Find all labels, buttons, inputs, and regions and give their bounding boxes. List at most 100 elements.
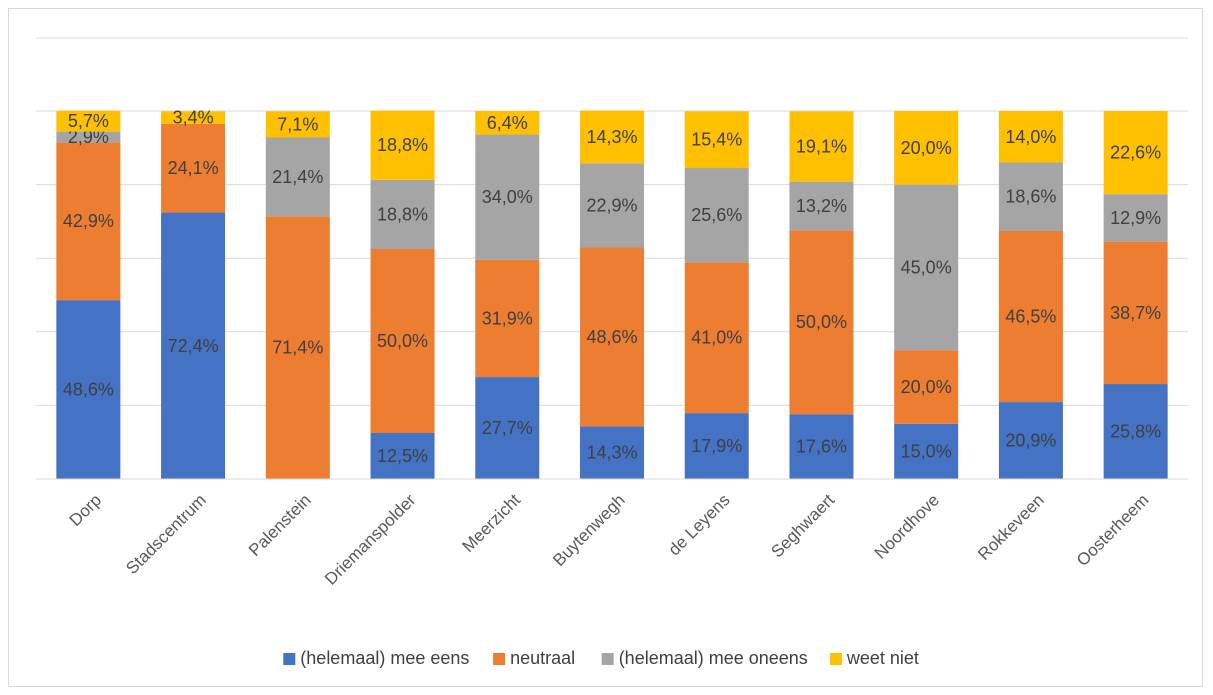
data-label: 14,3% [586,127,637,147]
data-label: 50,0% [377,331,428,351]
data-label: 3,4% [173,108,214,128]
data-label: 48,6% [63,380,114,400]
bar-segment [370,433,435,479]
data-label: 13,2% [796,196,847,216]
legend-label: neutraal [510,648,575,668]
bar-segment [998,402,1063,479]
bar-segment [894,423,959,479]
bar-segment [265,137,330,217]
bar-segment [580,247,644,427]
data-label: 71,4% [272,338,323,358]
data-label: 25,6% [691,205,742,225]
data-label: 17,9% [691,436,742,456]
legend-label: (helemaal) mee oneens [619,648,808,668]
data-label: 27,7% [482,418,533,438]
data-label: 15,4% [691,130,742,150]
data-label: 5,7% [68,111,109,131]
category-label: de Leyens [665,490,734,559]
category-label: Rokkeveen [974,490,1048,564]
data-label: 17,6% [796,437,847,457]
bar-segment [684,168,749,263]
bar-segment [56,110,121,132]
data-label: 41,0% [691,328,742,348]
legend-swatch [493,653,506,665]
category-label: Stadscentrum [122,490,210,578]
data-label: 20,0% [901,138,952,158]
bar-segment [684,262,749,414]
category-label: Dorp [66,490,105,529]
category-label: Noordhove [871,490,943,562]
bar-segment [475,259,540,378]
data-label: 25,8% [1110,422,1161,442]
bar-segment [370,179,435,249]
bar-segment [370,249,435,433]
bar-segment [265,111,330,138]
category-label: Seghwaert [767,490,838,561]
bar-segment [894,184,959,351]
bar-segment [475,134,540,260]
category-label: Meerzicht [459,490,525,556]
bar-segment [161,212,226,479]
bar-segment [56,300,121,479]
legend-swatch [283,653,296,665]
bar-segment [161,123,226,213]
data-label: 14,3% [586,443,637,463]
bar-segment [161,111,226,124]
bar-segment [56,131,121,143]
legend-label: weet niet [846,648,919,668]
data-label: 72,4% [168,336,219,356]
bar-segment [265,216,330,480]
bar-segment [1103,194,1168,242]
category-label: Buytenwegh [549,490,629,570]
data-label: 48,6% [586,327,637,347]
legend-swatch [829,653,842,665]
bar-segment [789,111,854,182]
bar-segment [789,414,854,479]
data-label: 22,6% [1110,143,1161,163]
bar-segment [580,163,644,248]
data-label: 46,5% [1005,307,1056,327]
data-label: 20,9% [1005,431,1056,451]
data-label: 12,9% [1110,208,1161,228]
bar-segment [789,230,854,415]
bar-segment [56,142,121,301]
bar-segment [998,111,1063,163]
data-label: 15,0% [901,441,952,461]
bar-segment [475,111,540,135]
bar-segment [684,111,749,169]
data-label: 19,1% [796,137,847,157]
data-label: 14,0% [1005,127,1056,147]
data-label: 38,7% [1110,303,1161,323]
data-label: 21,4% [272,167,323,187]
data-label: 42,9% [63,211,114,231]
category-label: Driemanspolder [321,490,420,589]
data-label: 31,9% [482,308,533,328]
category-label: Oosterheem [1073,490,1153,570]
bar-segment [475,377,540,479]
data-label: 34,0% [482,187,533,207]
data-label: 12,5% [377,446,428,466]
data-label: 22,9% [586,195,637,215]
bar-segment [998,230,1063,403]
data-label: 50,0% [796,312,847,332]
bar-segment [1103,111,1168,195]
data-label: 7,1% [277,114,318,134]
category-label: Palenstein [245,490,315,560]
data-label: 2,9% [68,127,109,147]
bar-segment [998,162,1063,231]
data-label: 6,4% [487,113,528,133]
data-label: 18,8% [377,204,428,224]
bar-segment [894,111,959,185]
legend-swatch [601,653,614,665]
bar-segment [580,110,644,164]
bar-segment [684,413,749,479]
data-label: 18,6% [1005,187,1056,207]
data-label: 45,0% [901,257,952,277]
data-label: 20,0% [901,377,952,397]
legend-label: (helemaal) mee eens [300,648,469,668]
bar-segment [789,181,854,231]
data-label: 24,1% [168,158,219,178]
data-label: 18,8% [377,135,428,155]
bar-segment [370,110,435,180]
